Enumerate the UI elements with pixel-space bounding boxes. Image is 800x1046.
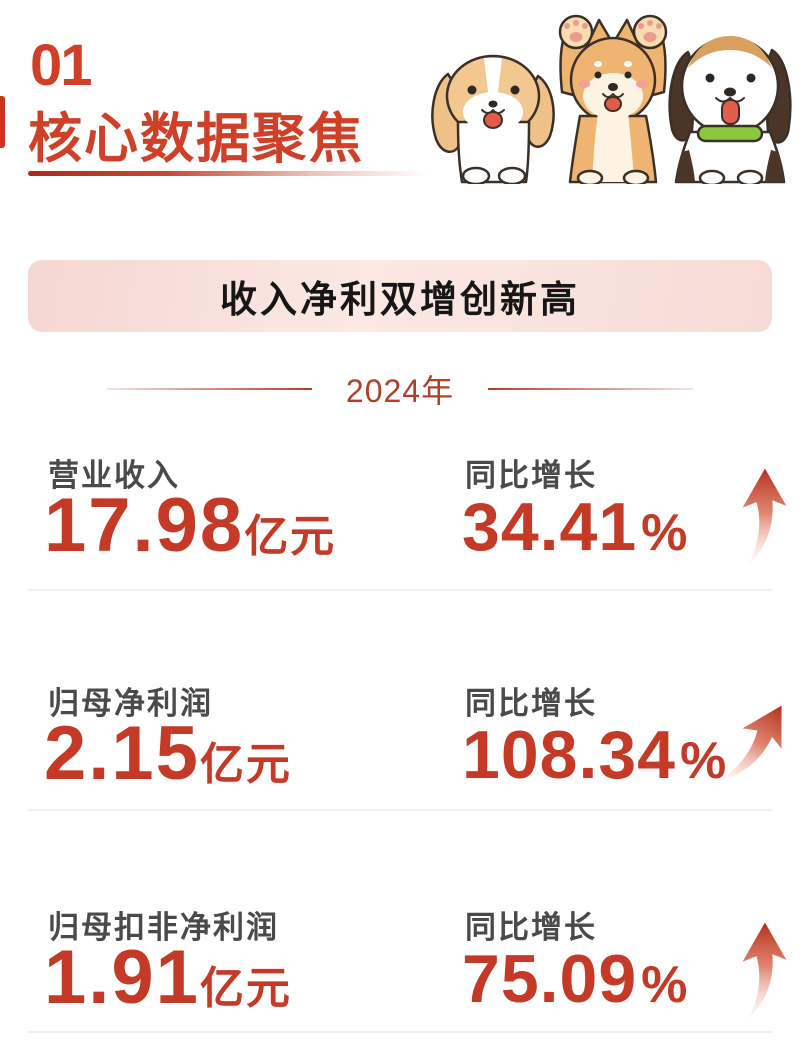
year-label: 2024年 <box>345 373 455 409</box>
stat-label: 营业收入 <box>48 458 180 493</box>
growth-label: 同比增长 <box>465 686 597 721</box>
banner: 收入净利双增创新高 <box>28 260 772 332</box>
percent-sign: % <box>641 504 688 562</box>
row-divider <box>28 1031 772 1033</box>
stat-value: 1.91亿元 <box>44 934 292 1021</box>
up-arrow-icon <box>717 705 782 782</box>
stat-number: 17.98 <box>44 483 245 568</box>
growth-label: 同比增长 <box>465 458 597 493</box>
stat-label: 归母扣非净利润 <box>48 910 279 945</box>
stat-number: 1.91 <box>44 935 200 1020</box>
growth-value: 34.41% <box>462 488 687 566</box>
growth-value: 108.34% <box>462 716 726 794</box>
stat-value: 17.98亿元 <box>44 482 336 569</box>
growth-number: 108.34 <box>462 717 676 793</box>
stat-label: 归母净利润 <box>48 686 213 721</box>
row-divider <box>28 809 772 811</box>
stat-row-non-gaap-profit: 归母扣非净利润 1.91亿元 同比增长 75.09% <box>0 892 800 1042</box>
growth-number: 34.41 <box>462 489 638 565</box>
year-divider: 2024年 <box>0 368 800 410</box>
up-arrow-icon <box>742 922 787 1021</box>
year-line-right <box>488 388 694 390</box>
percent-sign: % <box>641 956 688 1014</box>
stat-unit: 亿元 <box>199 740 292 789</box>
stat-number: 2.15 <box>44 711 200 796</box>
percent-sign: % <box>679 732 727 790</box>
stat-value: 2.15亿元 <box>44 710 292 797</box>
stat-unit: 亿元 <box>244 512 337 561</box>
row-divider <box>28 589 772 591</box>
growth-value: 75.09% <box>462 940 687 1018</box>
growth-number: 75.09 <box>462 941 638 1017</box>
section-number: 01 <box>30 33 92 98</box>
stat-row-revenue: 营业收入 17.98亿元 同比增长 34.41% <box>0 440 800 590</box>
left-edge-accent-bar <box>0 96 5 148</box>
banner-text: 收入净利双增创新高 <box>220 279 580 320</box>
growth-label: 同比增长 <box>465 910 597 945</box>
stat-unit: 亿元 <box>199 964 292 1013</box>
three-puppies-icon <box>431 14 792 184</box>
page-title: 核心数据聚焦 <box>28 109 364 169</box>
year-line-left <box>106 388 312 390</box>
up-arrow-icon <box>742 468 787 567</box>
stat-row-net-profit: 归母净利润 2.15亿元 同比增长 108.34% <box>0 668 800 818</box>
title-underline <box>28 171 428 176</box>
